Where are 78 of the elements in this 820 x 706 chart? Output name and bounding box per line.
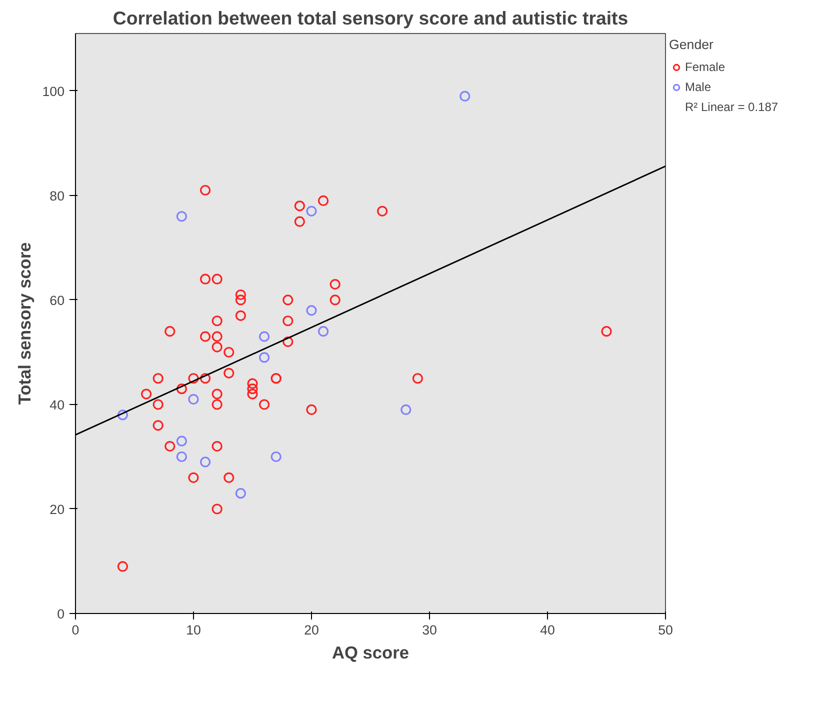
point [212, 316, 222, 326]
point [141, 388, 152, 400]
point [247, 378, 258, 389]
point [259, 399, 270, 410]
point [212, 331, 222, 342]
point [212, 504, 222, 514]
point [176, 436, 187, 446]
point [164, 326, 176, 337]
legend-label: Female [685, 60, 726, 74]
point [152, 420, 164, 431]
x-axis-title: AQ score [332, 642, 410, 662]
point [212, 342, 222, 352]
point [282, 294, 294, 306]
x-tick-label: 50 [658, 622, 673, 638]
x-tick-label: 20 [304, 622, 319, 638]
y-tick-label: 60 [50, 292, 65, 308]
point [212, 441, 222, 452]
text: R² Linear = 0.187 [685, 100, 778, 114]
y-axis-title: Total sensory score [14, 242, 34, 405]
point [306, 404, 317, 416]
point [176, 384, 187, 394]
point [282, 336, 294, 348]
point [176, 451, 187, 462]
point [306, 206, 317, 216]
point [306, 305, 317, 316]
point [270, 451, 282, 462]
point [200, 331, 211, 342]
y-tick-label: 0 [57, 606, 65, 622]
point [164, 441, 176, 452]
point [188, 472, 199, 483]
x-tick-label: 0 [72, 622, 80, 638]
point [377, 206, 388, 216]
point [330, 294, 340, 306]
point [235, 310, 246, 321]
point [152, 373, 164, 384]
y-tick-label: 80 [50, 188, 65, 204]
point [117, 561, 128, 572]
point [224, 472, 234, 483]
point [152, 399, 164, 410]
point [200, 184, 211, 196]
point [294, 216, 305, 227]
y-tick-label: 40 [50, 397, 65, 412]
point [235, 488, 246, 499]
point [318, 326, 329, 337]
x-tick-label: 30 [422, 622, 437, 638]
point [212, 274, 222, 284]
point [294, 200, 305, 212]
point [176, 211, 187, 222]
point [412, 373, 423, 384]
point [318, 195, 329, 206]
point [200, 373, 211, 384]
point [212, 399, 222, 410]
point [400, 404, 412, 416]
point [224, 346, 234, 358]
point [224, 368, 234, 378]
point [247, 384, 258, 394]
point [200, 274, 211, 284]
point [212, 388, 222, 400]
legend-title: Gender [669, 37, 714, 52]
point [259, 331, 270, 342]
y-tick-label: 20 [50, 502, 65, 517]
point [247, 388, 258, 400]
x-tick-label: 10 [186, 622, 201, 638]
point [235, 289, 246, 300]
point [601, 326, 612, 337]
point [188, 373, 199, 384]
y-tick-label: 100 [42, 84, 65, 99]
point [117, 410, 128, 420]
point [282, 316, 294, 326]
point [188, 394, 199, 405]
legend-label: Male [685, 80, 712, 94]
point [330, 279, 340, 290]
point [259, 352, 270, 363]
point [200, 456, 211, 468]
chart-title: Correlation between total sensory score and autistic traits [112, 8, 628, 28]
point [235, 294, 246, 306]
point [460, 90, 470, 102]
x-tick-label: 40 [540, 622, 555, 638]
